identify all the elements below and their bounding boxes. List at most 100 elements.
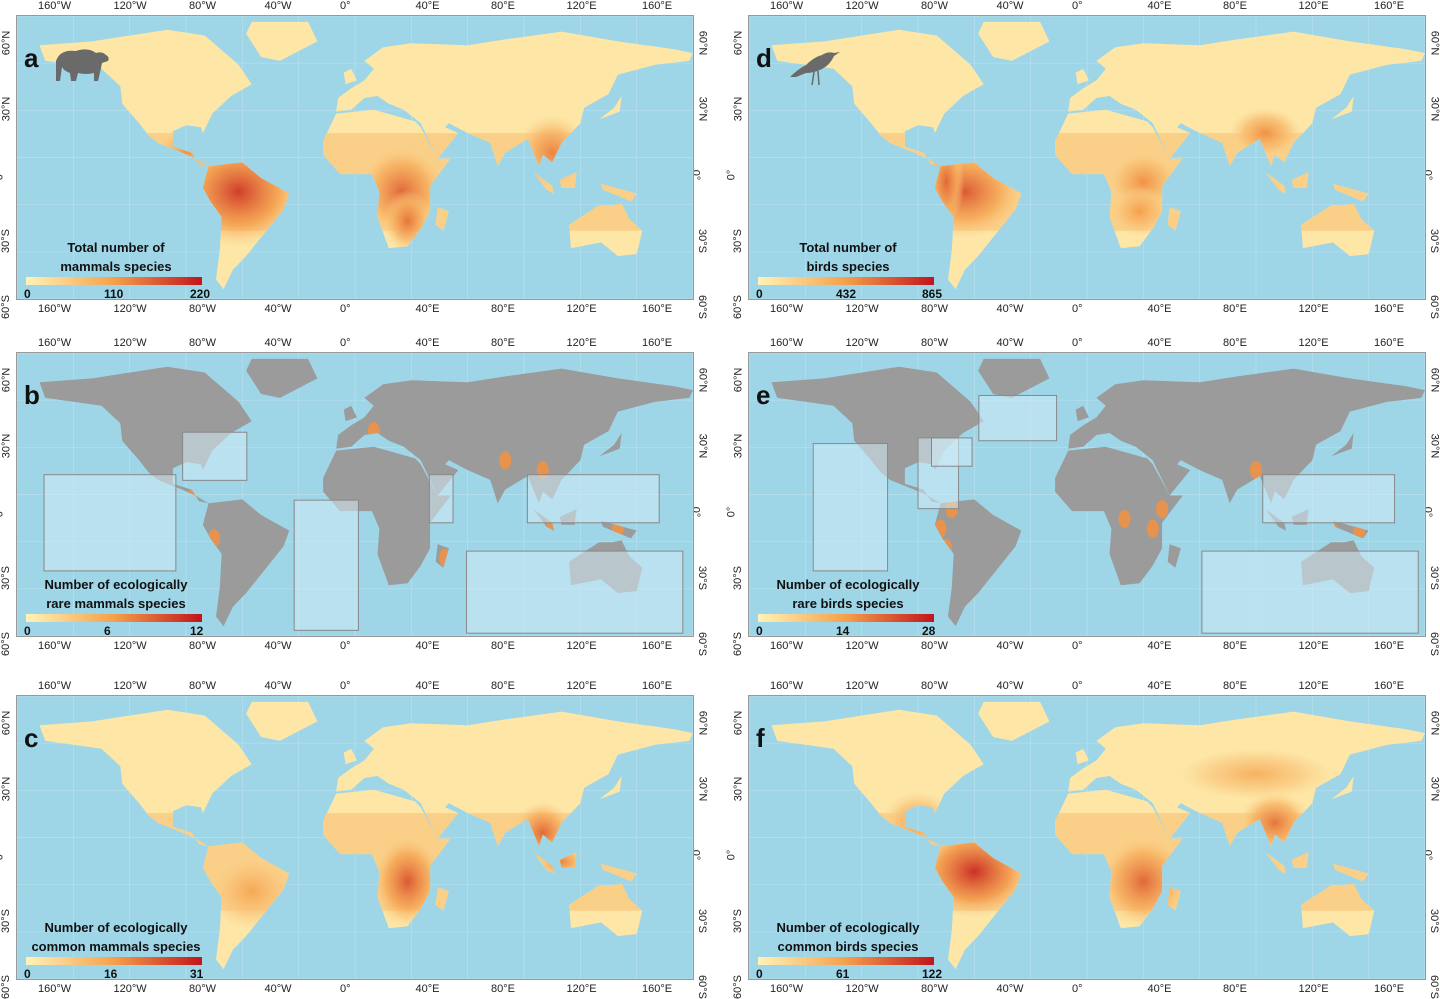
richness-hotspot [206,853,297,929]
zoom-inset-box [1262,474,1396,524]
rare-species-patch [439,548,452,567]
lat-tick-label: 0° [0,506,6,518]
lon-tick-label: 0° [1072,337,1083,349]
lon-tick-label: 120°E [1298,303,1329,315]
lon-tick-label: 40°E [415,680,440,692]
legend-mid-value: 432 [836,287,857,301]
lon-tick-label: 40°W [996,640,1024,652]
rare-species-patch [1250,461,1262,480]
landmass-japan [599,776,622,800]
landmass-uk [1075,405,1089,422]
map-b [16,352,694,637]
legend-colorbar [26,277,202,285]
lon-tick-label: 120°E [566,983,597,995]
lon-tick-label: 40°W [996,0,1024,12]
lon-tick-label: 40°W [264,983,292,995]
landmass-uk [343,748,357,765]
legend-max-value: 122 [922,967,943,981]
lon-tick-label: 80°W [189,337,217,349]
lat-tick-label: 0° [725,506,738,518]
panel-letter: c [24,723,39,753]
lon-tick-label: 120°W [113,303,147,315]
zoom-inset-box [466,550,684,634]
landmass-greenland [246,21,318,61]
lat-tick-label: 30°S [0,909,12,933]
lat-tick-label: 30°N [696,433,709,459]
lon-tick-label: 160°W [38,337,72,349]
legend-min-value: 0 [24,967,31,981]
panel-letter: f [756,723,765,753]
map-a [16,15,694,300]
landmass-japan [599,433,622,457]
zoom-inset-box [931,437,973,467]
bear-icon [52,43,112,93]
lon-tick-label: 160°W [38,640,72,652]
lon-tick-label: 120°E [1298,680,1329,692]
lat-tick-label: 60°S [0,975,12,999]
landmass-uk [343,68,357,85]
legend-min-value: 0 [756,287,763,301]
lon-tick-label: 0° [340,983,351,995]
lon-tick-label: 120°W [113,680,147,692]
legend-mid-value: 110 [104,287,124,301]
lon-tick-label: 40°E [415,983,440,995]
legend-title: Number of ecologically rare mammals speci… [21,575,211,613]
lon-tick-label: 120°W [845,337,879,349]
lat-tick-label: 60°N [696,710,709,736]
richness-hotspot [928,138,965,226]
lon-tick-label: 80°W [189,983,217,995]
richness-hotspot [904,144,1026,239]
lon-tick-label: 80°E [491,303,515,315]
lat-tick-label: 30°N [1428,433,1440,459]
lat-tick-label: 30°S [731,566,744,590]
legend-title-line1: Total number of [799,240,897,255]
landmass-samerica [202,499,290,627]
map-svg [17,353,693,636]
lon-tick-label: 40°W [996,680,1024,692]
lat-tick-label: 30°S [695,566,708,590]
legend-title: Total number of birds species [753,238,943,276]
panel-letter: e [756,380,771,410]
lon-tick-label: 0° [1072,0,1083,12]
legend-title-line2: rare mammals species [46,596,186,611]
landmass-uk [343,405,357,422]
landmass-eurasia [1068,368,1425,504]
legend-colorbar [758,614,934,622]
landmass-uk [1075,68,1089,85]
rare-species-patch [367,422,380,441]
lon-tick-label: 120°E [1298,337,1329,349]
zoom-inset-box [293,499,359,631]
landmass-madagascar [1167,544,1181,568]
richness-hotspot [1238,791,1311,855]
legend-max-value: 28 [922,624,936,638]
legend-title-line2: mammals species [60,259,172,274]
lon-tick-label: 160°E [1374,983,1405,995]
lat-tick-label: 30°S [731,909,744,933]
lon-tick-label: 120°E [1298,640,1329,652]
lon-tick-label: 40°E [415,640,440,652]
richness-hotspot [1229,108,1302,159]
map-svg [17,696,693,979]
legend-min-value: 0 [24,624,31,638]
lon-tick-label: 40°E [1147,303,1172,315]
lon-tick-label: 120°W [845,680,879,692]
lon-tick-label: 160°E [1374,337,1405,349]
map-c [16,695,694,980]
lat-tick-label: 60°S [0,632,12,656]
landmass-namerica [39,709,252,847]
landmass-greenland [246,701,318,741]
lon-tick-label: 40°E [1147,337,1172,349]
legend-title-line1: Number of ecologically [44,577,188,592]
legend-colorbar [26,614,202,622]
legend-mid-value: 16 [104,967,118,981]
lon-tick-label: 160°W [770,303,804,315]
lat-tick-label: 60°N [732,30,745,56]
lon-tick-label: 80°E [1223,303,1247,315]
lon-tick-label: 160°E [1374,640,1405,652]
lat-tick-label: 30°N [1428,776,1440,802]
lon-tick-label: 160°W [770,680,804,692]
map-svg [17,16,693,299]
lon-tick-label: 40°E [1147,640,1172,652]
lon-tick-label: 0° [340,640,351,652]
lon-tick-label: 80°W [921,337,949,349]
